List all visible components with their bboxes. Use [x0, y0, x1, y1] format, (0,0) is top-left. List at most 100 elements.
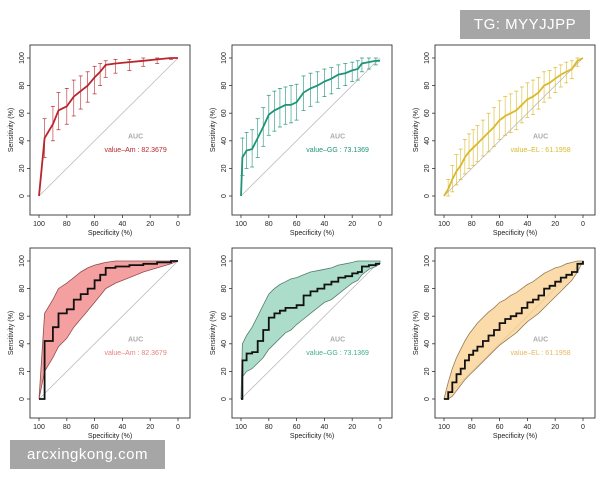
y-tick-label: 60 [424, 109, 431, 117]
y-axis-label: Sensitivity (%) [8, 311, 15, 355]
y-tick-label: 0 [424, 194, 431, 198]
x-tick-label: 40 [119, 424, 127, 431]
auc-value-label: value–GG : 73.1369 [306, 147, 369, 154]
x-tick-label: 60 [496, 221, 504, 228]
x-tick-label: 0 [176, 424, 180, 431]
x-tick-label: 100 [235, 424, 247, 431]
y-axis-label: Sensitivity (%) [413, 108, 420, 152]
diagonal-reference-line [240, 57, 381, 197]
y-axis-label: Sensitivity (%) [413, 311, 420, 355]
y-tick-label: 60 [221, 109, 228, 117]
y-tick-label: 40 [221, 137, 228, 145]
x-tick-label: 80 [265, 221, 273, 228]
diagonal-reference-line [443, 57, 584, 197]
x-tick-label: 0 [378, 221, 382, 228]
y-tick-label: 40 [221, 340, 228, 348]
auc-value-label: value–EL : 61.1958 [511, 147, 571, 154]
x-axis-label: Specificity (%) [493, 433, 537, 440]
x-tick-label: 80 [63, 424, 71, 431]
y-tick-label: 100 [221, 52, 228, 64]
x-tick-label: 40 [321, 221, 329, 228]
y-tick-label: 0 [19, 397, 26, 401]
x-tick-label: 80 [63, 221, 71, 228]
x-axis-label: Specificity (%) [290, 230, 334, 237]
y-tick-label: 20 [221, 164, 228, 172]
x-tick-label: 60 [293, 221, 301, 228]
x-tick-label: 100 [438, 424, 450, 431]
y-tick-label: 60 [19, 312, 26, 320]
y-tick-label: 100 [19, 255, 26, 267]
y-tick-label: 40 [424, 137, 431, 145]
y-tick-label: 80 [19, 285, 26, 293]
x-tick-label: 40 [119, 221, 127, 228]
y-tick-label: 40 [19, 137, 26, 145]
roc-curve [241, 262, 380, 400]
roc-curve [443, 57, 584, 197]
roc-panel-2: 0 20 40 60 80 100 100 80 60 40 20 0 Specificity (%) S… [210, 44, 393, 237]
y-tick-label: 60 [19, 109, 26, 117]
x-tick-label: 0 [176, 221, 180, 228]
y-tick-label: 100 [221, 255, 228, 267]
y-tick-label: 100 [424, 52, 431, 64]
roc-panel-1: 0 20 40 60 80 100 100 80 60 40 20 0 Specificity (%) S… [8, 44, 191, 237]
y-tick-label: 80 [19, 82, 26, 90]
x-tick-label: 20 [551, 221, 559, 228]
plot-frame [231, 44, 393, 216]
x-tick-label: 40 [524, 221, 532, 228]
auc-title: AUC [128, 134, 143, 141]
auc-value-label: value–Am : 82.3679 [104, 350, 166, 357]
x-tick-label: 60 [496, 424, 504, 431]
watermark-bottom: arcxingkong.com [10, 440, 165, 469]
y-axis-label: Sensitivity (%) [210, 311, 217, 355]
plot-frame [29, 247, 191, 419]
x-tick-label: 20 [146, 221, 154, 228]
roc-panel-5: 0 20 40 60 80 100 100 80 60 40 20 0 Specificity (%) S… [210, 247, 393, 440]
x-tick-label: 80 [468, 424, 476, 431]
roc-panel-6: 0 20 40 60 80 100 100 80 60 40 20 0 Specificity (%) S… [413, 247, 596, 440]
roc-curve [444, 261, 584, 400]
x-tick-label: 100 [33, 424, 45, 431]
y-tick-label: 80 [221, 285, 228, 293]
y-tick-label: 20 [424, 164, 431, 172]
y-tick-label: 60 [221, 312, 228, 320]
confidence-band [443, 260, 584, 400]
x-tick-label: 20 [551, 424, 559, 431]
y-tick-label: 80 [424, 285, 431, 293]
y-tick-label: 20 [19, 164, 26, 172]
confidence-band [240, 260, 381, 400]
y-tick-label: 0 [424, 397, 431, 401]
x-tick-label: 60 [293, 424, 301, 431]
x-tick-label: 40 [321, 424, 329, 431]
diagonal-reference-line [240, 260, 381, 400]
roc-panel-3: 0 20 40 60 80 100 100 80 60 40 20 0 Specificity (%) S… [413, 44, 596, 237]
auc-value-label: value–Am : 82.3679 [104, 147, 166, 154]
y-tick-label: 0 [221, 194, 228, 198]
x-tick-label: 60 [91, 424, 99, 431]
y-tick-label: 40 [424, 340, 431, 348]
x-tick-label: 40 [524, 424, 532, 431]
x-axis-label: Specificity (%) [290, 433, 334, 440]
x-tick-label: 20 [348, 221, 356, 228]
watermark-top: TG: MYYJJPP [460, 10, 590, 39]
y-tick-label: 20 [424, 367, 431, 375]
x-tick-label: 80 [468, 221, 476, 228]
auc-title: AUC [533, 134, 548, 141]
diagonal-reference-line [38, 260, 179, 400]
roc-panel-4: 0 20 40 60 80 100 100 80 60 40 20 0 Specificity (%) S… [8, 247, 191, 440]
y-tick-label: 40 [19, 340, 26, 348]
x-tick-label: 20 [348, 424, 356, 431]
y-tick-label: 80 [424, 82, 431, 90]
roc-curve [38, 57, 178, 197]
x-axis-label: Specificity (%) [88, 230, 132, 237]
plot-frame [434, 247, 596, 419]
x-tick-label: 100 [33, 221, 45, 228]
x-axis-label: Specificity (%) [493, 230, 537, 237]
y-tick-label: 80 [221, 82, 228, 90]
auc-title: AUC [533, 337, 548, 344]
y-tick-label: 0 [19, 194, 26, 198]
y-axis-label: Sensitivity (%) [210, 108, 217, 152]
y-tick-label: 100 [19, 52, 26, 64]
x-axis-label: Specificity (%) [88, 433, 132, 440]
x-tick-label: 100 [235, 221, 247, 228]
auc-value-label: value–EL : 61.1958 [511, 350, 571, 357]
